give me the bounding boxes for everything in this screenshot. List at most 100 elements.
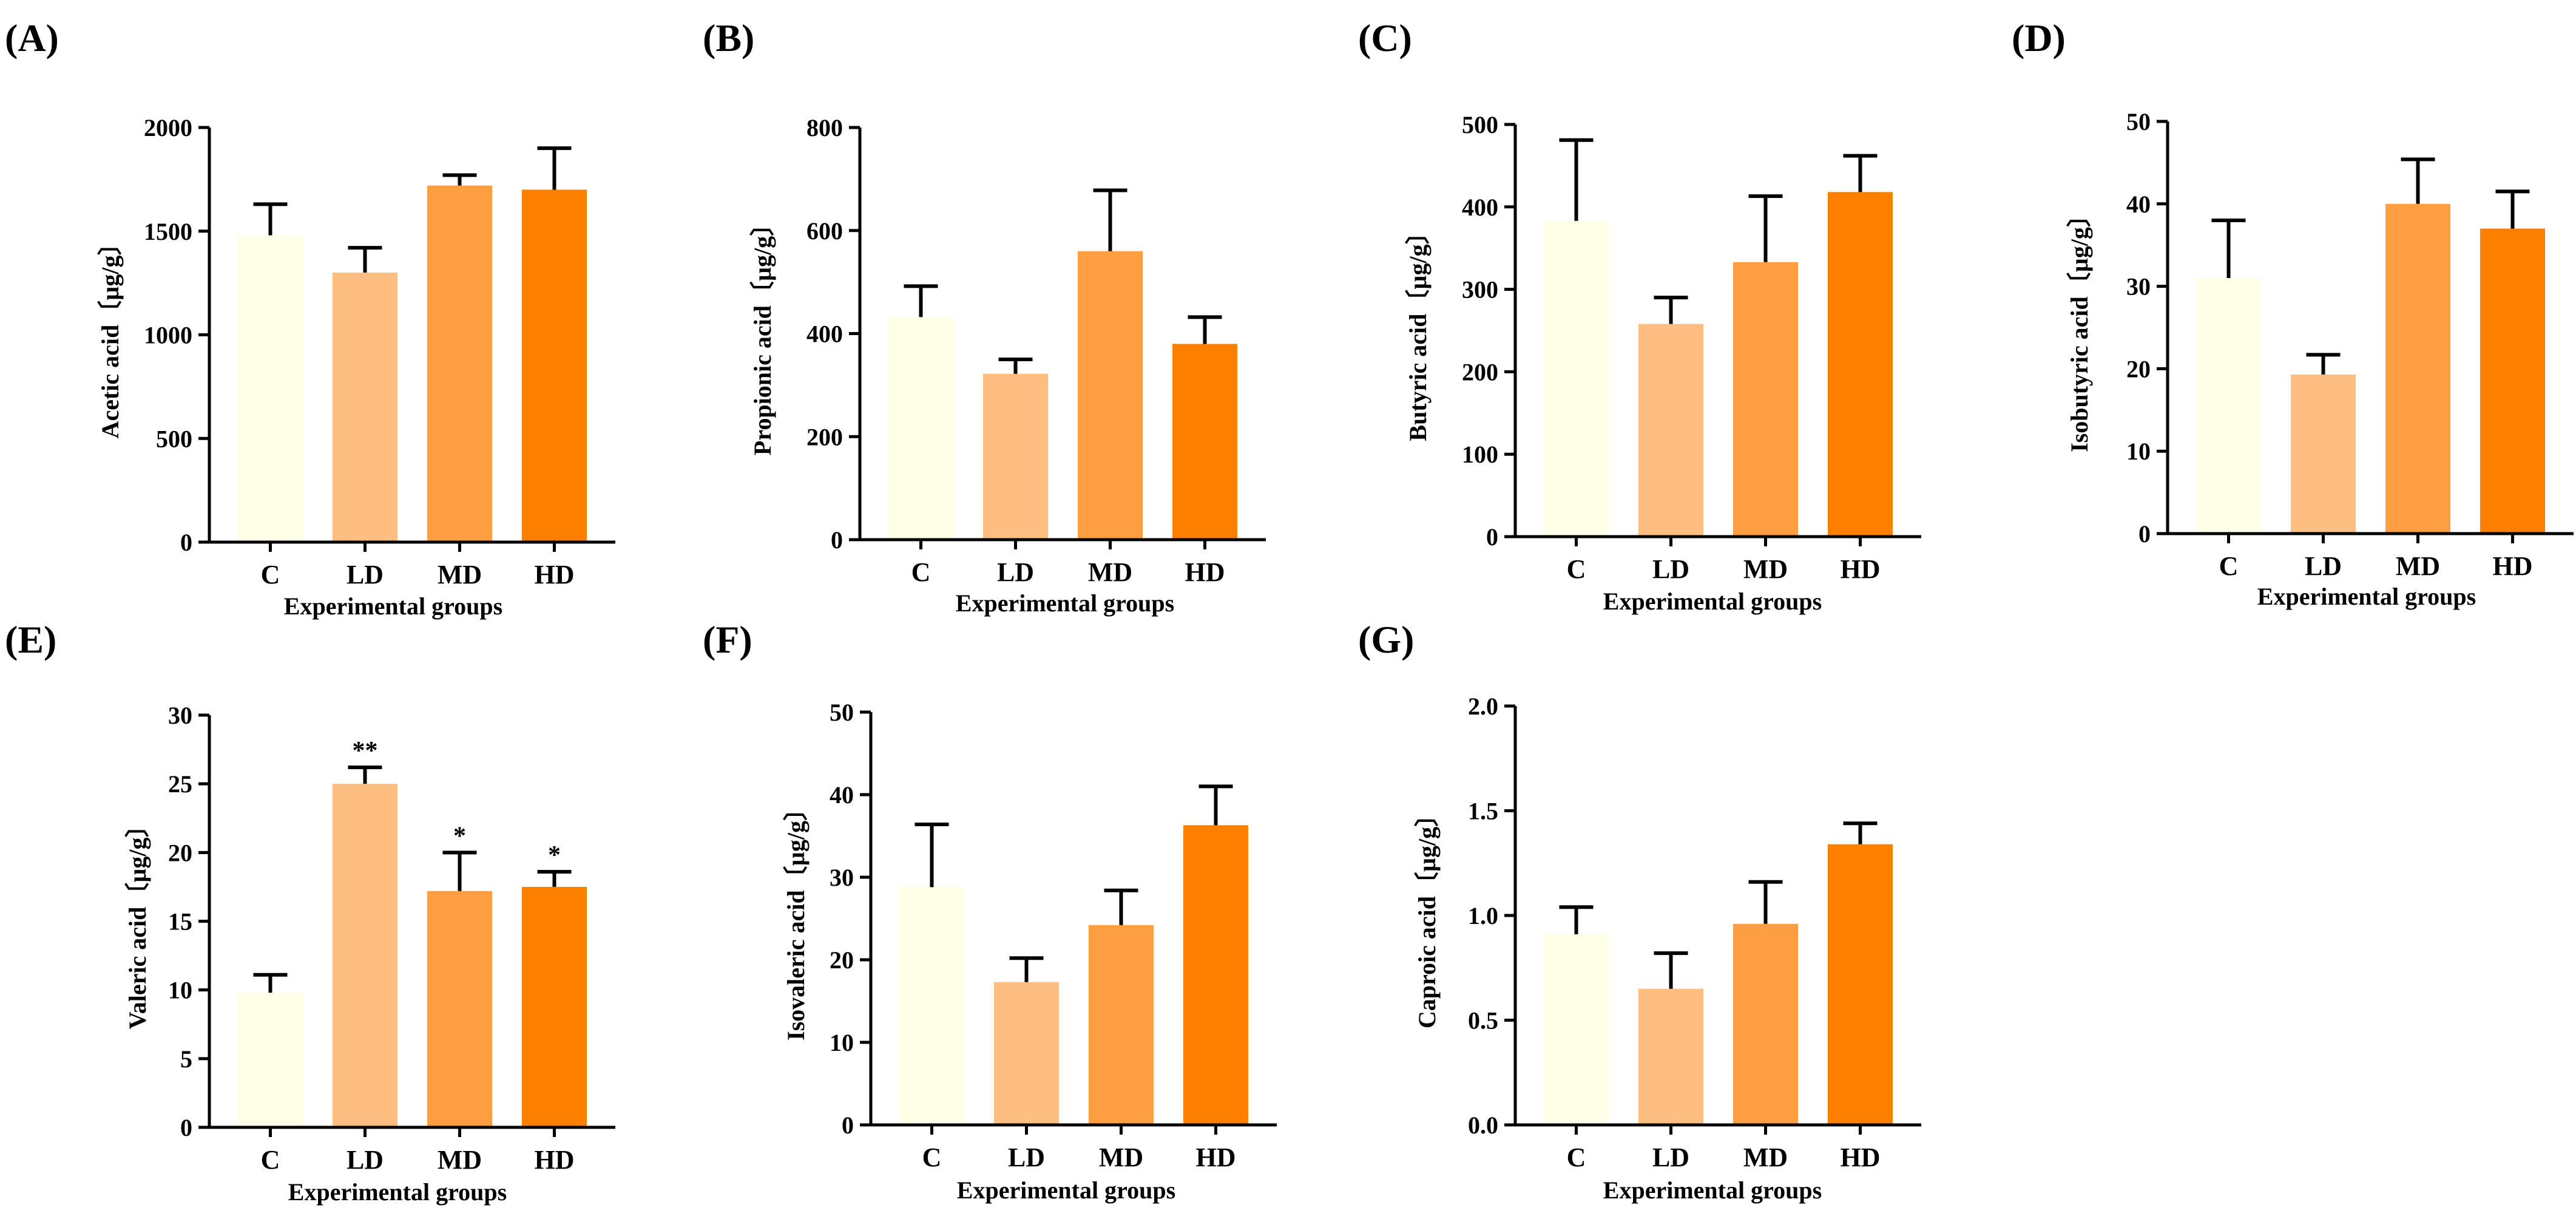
y-tick-label: 1.0 [1468, 902, 1498, 929]
y-tick-label: 25 [168, 770, 192, 798]
y-tick-label: 10 [2126, 438, 2151, 465]
x-tick-label-md: MD [438, 1145, 482, 1175]
x-tick-label-c: C [261, 560, 280, 589]
x-tick-label-c: C [261, 1145, 280, 1175]
x-tick-label-ld: LD [1652, 1143, 1689, 1172]
y-tick-label: 30 [830, 864, 854, 891]
y-tick-label: 10 [830, 1029, 854, 1056]
y-tick-label: 50 [2126, 108, 2151, 135]
x-tick-label-md: MD [1088, 557, 1132, 587]
error-bar-md [1093, 188, 1127, 251]
chart-panel-f: (F) C LD MD HD 0 10 20 30 40 50 Isovaleric acid〔µg/… [703, 618, 1277, 1204]
x-tick-label-ld: LD [997, 557, 1034, 587]
chart-panel-d: (D) C LD MD HD 0 10 20 30 40 50 Isobutyric acid〔µg/… [2012, 16, 2574, 610]
x-tick-label-hd: HD [1841, 554, 1881, 584]
bar-c [888, 317, 953, 540]
bar-md [427, 891, 492, 1127]
y-tick-label: 100 [1462, 441, 1498, 468]
x-tick-label-hd: HD [1841, 1143, 1881, 1172]
bar-hd [1828, 192, 1893, 537]
error-bar-hd [1188, 315, 1222, 344]
bar-ld [2291, 374, 2356, 534]
error-bar-hd [537, 146, 572, 190]
panel-label: (E) [5, 618, 56, 661]
y-tick-label: 300 [1462, 276, 1498, 304]
y-tick-label: 0 [831, 526, 843, 554]
y-tick-label: 40 [2126, 191, 2151, 218]
error-bar-md [1104, 888, 1138, 925]
x-axis-title: Experimental groups [956, 589, 1174, 617]
significance-md: * [453, 822, 466, 850]
bar-c [238, 993, 303, 1127]
bar-c [899, 887, 964, 1125]
error-bar-c [1559, 905, 1594, 935]
y-tick-label: 5 [180, 1045, 192, 1073]
bar-md [1089, 925, 1154, 1125]
error-bar-md [1748, 194, 1783, 262]
y-tick-label: 0 [180, 1114, 192, 1141]
y-axis-title: Valeric acid〔µg/g〕 [124, 813, 151, 1030]
x-tick-label-c: C [1567, 554, 1586, 584]
x-axis-title: Experimental groups [957, 1177, 1175, 1204]
y-axis-title: Butyric acid〔µg/g〕 [1404, 220, 1432, 441]
x-tick-label-c: C [1567, 1143, 1586, 1172]
x-tick-label-md: MD [2396, 551, 2440, 581]
x-tick-label-md: MD [1099, 1143, 1143, 1172]
bar-md [1733, 262, 1798, 537]
x-tick-label-hd: HD [1185, 557, 1225, 587]
y-tick-label: 200 [1462, 358, 1498, 385]
chart-panel-a: (A) C LD MD HD 0 500 1000 1500 2000 Acetic acid〔µg… [5, 16, 615, 620]
bar-c [238, 235, 303, 542]
error-bar-hd [1843, 154, 1878, 192]
y-tick-label: 30 [168, 702, 192, 729]
x-axis-title: Experimental groups [2257, 583, 2476, 610]
y-tick-label: 1500 [144, 218, 192, 245]
error-bar-c [1559, 138, 1594, 221]
bar-md [1733, 923, 1798, 1125]
x-tick-label-md: MD [438, 560, 482, 589]
bar-hd [522, 189, 587, 542]
error-bar-ld [348, 766, 382, 784]
panel-label: (G) [1358, 618, 1414, 661]
bar-hd [2480, 228, 2545, 534]
error-bar-hd [1198, 784, 1233, 826]
error-bar-md [442, 173, 477, 186]
x-axis-title: Experimental groups [288, 1178, 507, 1206]
y-tick-label: 500 [156, 425, 192, 452]
y-tick-label: 600 [806, 217, 843, 245]
y-tick-label: 0.0 [1468, 1112, 1498, 1139]
bar-ld [1638, 988, 1703, 1125]
x-tick-label-c: C [911, 557, 931, 587]
bar-ld [333, 784, 397, 1127]
error-bar-md [442, 851, 477, 891]
error-bar-md [2401, 157, 2435, 204]
y-axis-title: Propionic acid〔µg/g〕 [749, 212, 776, 455]
bar-hd [1828, 844, 1893, 1125]
x-tick-label-c: C [2219, 551, 2239, 581]
bar-c [1544, 220, 1609, 537]
chart-panel-c: (C) C LD MD HD 0 100 200 300 400 500 Butyric acid〔µ… [1358, 16, 1921, 615]
error-bar-c [2211, 218, 2246, 279]
error-bar-ld [1009, 956, 1044, 982]
x-tick-label-hd: HD [1196, 1143, 1236, 1172]
y-tick-label: 1.5 [1468, 798, 1498, 825]
panel-label: (B) [703, 16, 754, 59]
x-tick-label-md: MD [1743, 554, 1788, 584]
y-tick-label: 40 [830, 781, 854, 809]
panel-label: (F) [703, 618, 752, 661]
y-tick-label: 20 [168, 839, 192, 866]
x-tick-label-md: MD [1743, 1143, 1788, 1172]
x-tick-label-ld: LD [347, 560, 384, 589]
y-tick-label: 0 [180, 529, 192, 556]
y-tick-label: 10 [168, 977, 192, 1004]
y-axis-title: Isovaleric acid〔µg/g〕 [782, 796, 810, 1041]
bar-md [2385, 203, 2450, 534]
chart-panel-g: (G) C LD MD HD 0.0 0.5 1.0 1.5 2.0 Caproic acid〔µg… [1358, 618, 1921, 1204]
y-tick-label: 30 [2126, 273, 2151, 301]
x-tick-label-ld: LD [347, 1145, 384, 1175]
y-axis-title: Caproic acid〔µg/g〕 [1413, 803, 1441, 1028]
bar-hd [1183, 825, 1248, 1125]
y-tick-label: 2.0 [1468, 693, 1498, 720]
error-bar-c [253, 202, 288, 236]
y-tick-label: 400 [806, 321, 843, 348]
